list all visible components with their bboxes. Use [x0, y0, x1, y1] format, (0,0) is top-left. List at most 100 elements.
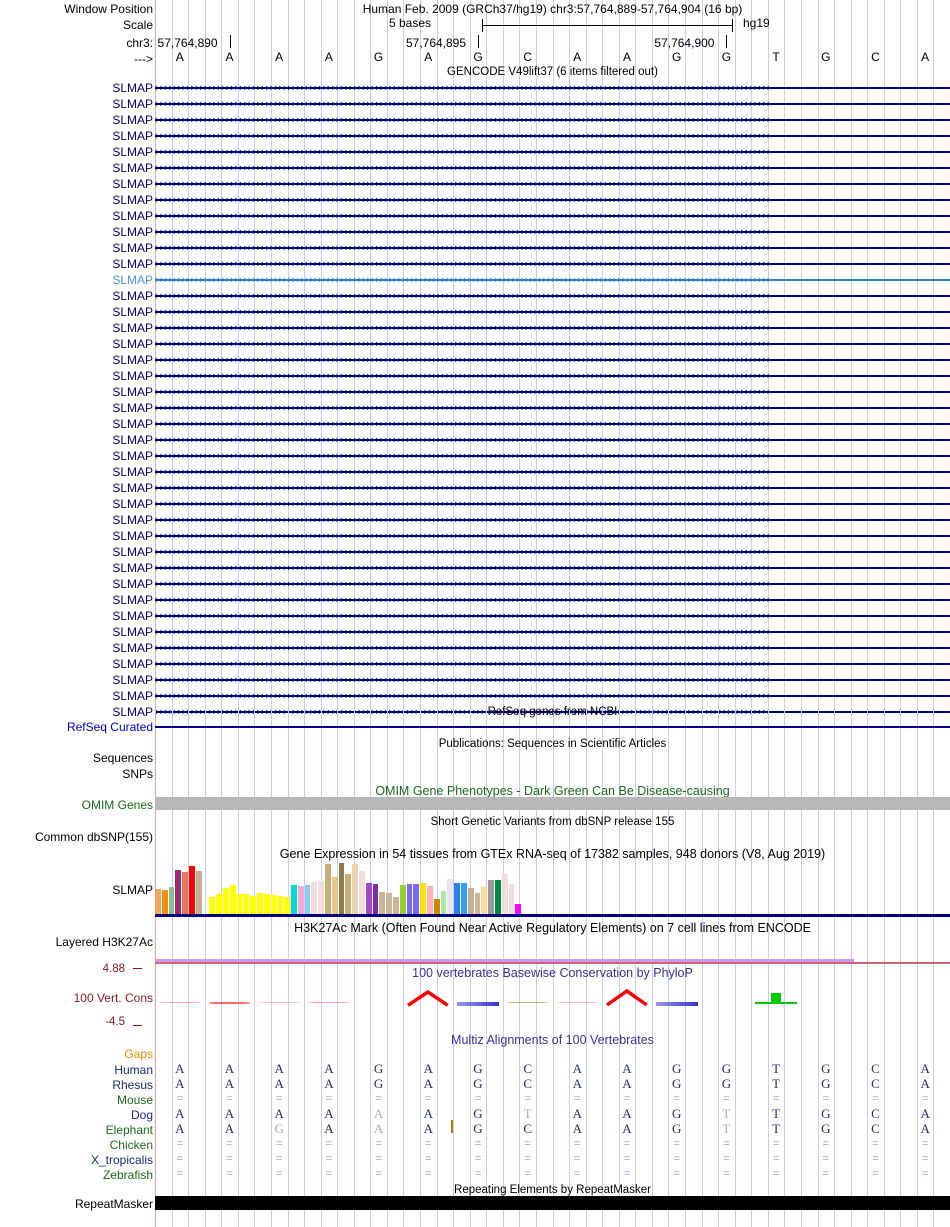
gtex-tissue-bar[interactable] [223, 888, 229, 914]
gencode-gene-row[interactable]: SLMAP ›››››››››››››››››››››››››››››››››››… [0, 544, 950, 560]
gene-feature-bar[interactable]: ››››››››››››››››››››››››››››››››››››››››… [155, 320, 950, 336]
conservation-wiggle-plot[interactable] [155, 968, 950, 1028]
gtex-tissue-bar[interactable] [168, 887, 175, 914]
gencode-gene-row[interactable]: SLMAP ›››››››››››››››››››››››››››››››››››… [0, 608, 950, 624]
repeatmasker-feature-bar[interactable] [155, 1196, 950, 1210]
gencode-gene-row[interactable]: SLMAP ›››››››››››››››››››››››››››››››››››… [0, 464, 950, 480]
gene-name-label[interactable]: SLMAP [112, 385, 153, 399]
gene-name-label[interactable]: SLMAP [112, 481, 153, 495]
gene-name-label[interactable]: SLMAP [112, 689, 153, 703]
gencode-gene-row[interactable]: SLMAP ›››››››››››››››››››››››››››››››››››… [0, 688, 950, 704]
gene-name-label[interactable]: SLMAP [112, 321, 153, 335]
gtex-tissue-bar[interactable] [155, 889, 161, 914]
gene-feature-bar[interactable]: ››››››››››››››››››››››››››››››››››››››››… [155, 160, 950, 176]
gencode-gene-row[interactable]: SLMAP ›››››››››››››››››››››››››››››››››››… [0, 160, 950, 176]
gtex-tissue-bar[interactable] [515, 904, 522, 914]
gencode-gene-row[interactable]: SLMAP ›››››››››››››››››››››››››››››››››››… [0, 560, 950, 576]
gencode-gene-row[interactable]: SLMAP ›››››››››››››››››››››››››››››››››››… [0, 576, 950, 592]
conservation-track-label[interactable]: 100 Vert. Cons [73, 991, 153, 1005]
gene-feature-bar[interactable]: ››››››››››››››››››››››››››››››››››››››››… [155, 368, 950, 384]
gene-name-label[interactable]: SLMAP [112, 289, 153, 303]
gtex-tissue-bar[interactable] [209, 897, 216, 914]
gene-name-label[interactable]: SLMAP [112, 545, 153, 559]
gene-feature-bar[interactable]: ››››››››››››››››››››››››››››››››››››››››… [155, 464, 950, 480]
gene-feature-bar[interactable]: ››››››››››››››››››››››››››››››››››››››››… [155, 192, 950, 208]
species-label-chicken[interactable]: Chicken [109, 1138, 153, 1152]
gene-name-label[interactable]: SLMAP [112, 513, 153, 527]
gtex-tissue-bar[interactable] [318, 881, 325, 914]
gene-name-label[interactable]: SLMAP [112, 433, 153, 447]
gtex-tissue-bar[interactable] [291, 885, 297, 914]
gene-feature-bar[interactable]: ››››››››››››››››››››››››››››››››››››››››… [155, 624, 950, 640]
species-label-dog[interactable]: Dog [130, 1108, 153, 1122]
omim-feature-bar[interactable] [155, 797, 950, 810]
gene-name-label[interactable]: SLMAP [112, 193, 153, 207]
gtex-tissue-bar[interactable] [481, 887, 488, 914]
gtex-tissue-bar[interactable] [270, 895, 277, 914]
gencode-gene-row[interactable]: SLMAP ›››››››››››››››››››››››››››››››››››… [0, 656, 950, 672]
gene-name-label[interactable]: SLMAP [112, 81, 153, 95]
gencode-gene-row[interactable]: SLMAP ›››››››››››››››››››››››››››››››››››… [0, 208, 950, 224]
gene-name-label[interactable]: SLMAP [112, 561, 153, 575]
gene-feature-bar[interactable]: ››››››››››››››››››››››››››››››››››››››››… [155, 480, 950, 496]
gtex-tissue-bar[interactable] [277, 896, 284, 914]
gtex-tissue-bar[interactable] [216, 894, 223, 914]
gene-name-label[interactable]: SLMAP [112, 337, 153, 351]
gtex-tissue-bar[interactable] [474, 893, 481, 914]
gencode-gene-row[interactable]: SLMAP ›››››››››››››››››››››››››››››››››››… [0, 512, 950, 528]
gtex-track-label[interactable]: SLMAP [112, 883, 153, 897]
gtex-tissue-bar[interactable] [229, 885, 236, 914]
gtex-tissue-bar[interactable] [461, 883, 467, 914]
gene-feature-bar[interactable]: ››››››››››››››››››››››››››››››››››››››››… [155, 640, 950, 656]
gene-name-label[interactable]: SLMAP [112, 497, 153, 511]
gene-name-label[interactable]: SLMAP [112, 209, 153, 223]
gtex-tissue-bar[interactable] [236, 894, 243, 914]
gene-feature-bar[interactable]: ››››››››››››››››››››››››››››››››››››››››… [155, 128, 950, 144]
gtex-tissue-bar[interactable] [311, 882, 318, 914]
gene-name-label[interactable]: SLMAP [112, 225, 153, 239]
gencode-gene-row[interactable]: SLMAP ›››››››››››››››››››››››››››››››››››… [0, 528, 950, 544]
gene-feature-bar[interactable]: ››››››››››››››››››››››››››››››››››››››››… [155, 240, 950, 256]
gencode-gene-row[interactable]: SLMAP ›››››››››››››››››››››››››››››››››››… [0, 336, 950, 352]
gtex-tissue-bar[interactable] [161, 890, 168, 914]
gene-feature-bar[interactable]: ››››››››››››››››››››››››››››››››››››››››… [155, 256, 950, 272]
gene-name-label[interactable]: SLMAP [112, 305, 153, 319]
gene-feature-bar[interactable]: ››››››››››››››››››››››››››››››››››››››››… [155, 576, 950, 592]
gtex-tissue-bar[interactable] [263, 894, 270, 914]
gene-feature-bar[interactable]: ››››››››››››››››››››››››››››››››››››››››… [155, 448, 950, 464]
gene-name-label[interactable]: SLMAP [112, 177, 153, 191]
gtex-tissue-bar[interactable] [189, 866, 195, 914]
gene-feature-bar[interactable]: ››››››››››››››››››››››››››››››››››››››››… [155, 400, 950, 416]
gene-feature-bar[interactable]: ››››››››››››››››››››››››››››››››››››››››… [155, 288, 950, 304]
species-label-x_tropicalis[interactable]: X_tropicalis [90, 1153, 153, 1167]
gene-feature-bar[interactable]: ››››››››››››››››››››››››››››››››››››››››… [155, 96, 950, 112]
species-label-elephant[interactable]: Elephant [105, 1123, 153, 1137]
gtex-tissue-bar[interactable] [284, 897, 291, 914]
gencode-gene-row[interactable]: SLMAP ›››››››››››››››››››››››››››››››››››… [0, 192, 950, 208]
gene-name-label[interactable]: SLMAP [112, 625, 153, 639]
h3k27ac-track-label[interactable]: Layered H3K27Ac [55, 935, 153, 949]
gene-name-label[interactable]: SLMAP [112, 417, 153, 431]
gtex-tissue-bar[interactable] [175, 870, 182, 914]
gencode-gene-row[interactable]: SLMAP ›››››››››››››››››››››››››››››››››››… [0, 400, 950, 416]
gtex-tissue-bar[interactable] [495, 880, 501, 914]
gencode-gene-row[interactable]: SLMAP ›››››››››››››››››››››››››››››››››››… [0, 368, 950, 384]
gencode-gene-row[interactable]: SLMAP ›››››››››››››››››››››››››››››››››››… [0, 128, 950, 144]
gene-name-label[interactable]: SLMAP [112, 673, 153, 687]
gene-name-label[interactable]: SLMAP [112, 145, 153, 159]
gencode-gene-row[interactable]: SLMAP ›››››››››››››››››››››››››››››››››››… [0, 624, 950, 640]
gencode-gene-row[interactable]: SLMAP ›››››››››››››››››››››››››››››››››››… [0, 256, 950, 272]
gtex-tissue-bar[interactable] [406, 884, 413, 914]
gene-name-label[interactable]: SLMAP [112, 161, 153, 175]
gencode-gene-row[interactable]: SLMAP ›››››››››››››››››››››››››››››››››››… [0, 672, 950, 688]
gene-feature-bar[interactable]: ››››››››››››››››››››››››››››››››››››››››… [155, 512, 950, 528]
species-label-human[interactable]: Human [114, 1063, 153, 1077]
gene-feature-bar[interactable]: ››››››››››››››››››››››››››››››››››››››››… [155, 656, 950, 672]
gene-feature-bar[interactable]: ››››››››››››››››››››››››››››››››››››››››… [155, 144, 950, 160]
gene-feature-bar[interactable]: ››››››››››››››››››››››››››››››››››››››››… [155, 688, 950, 704]
gene-name-label[interactable]: SLMAP [112, 257, 153, 271]
gtex-tissue-bar[interactable] [257, 893, 263, 914]
gencode-gene-row[interactable]: SLMAP ›››››››››››››››››››››››››››››››››››… [0, 288, 950, 304]
gene-name-label[interactable]: SLMAP [112, 705, 153, 719]
gencode-gene-row[interactable]: SLMAP ›››››››››››››››››››››››››››››››››››… [0, 112, 950, 128]
